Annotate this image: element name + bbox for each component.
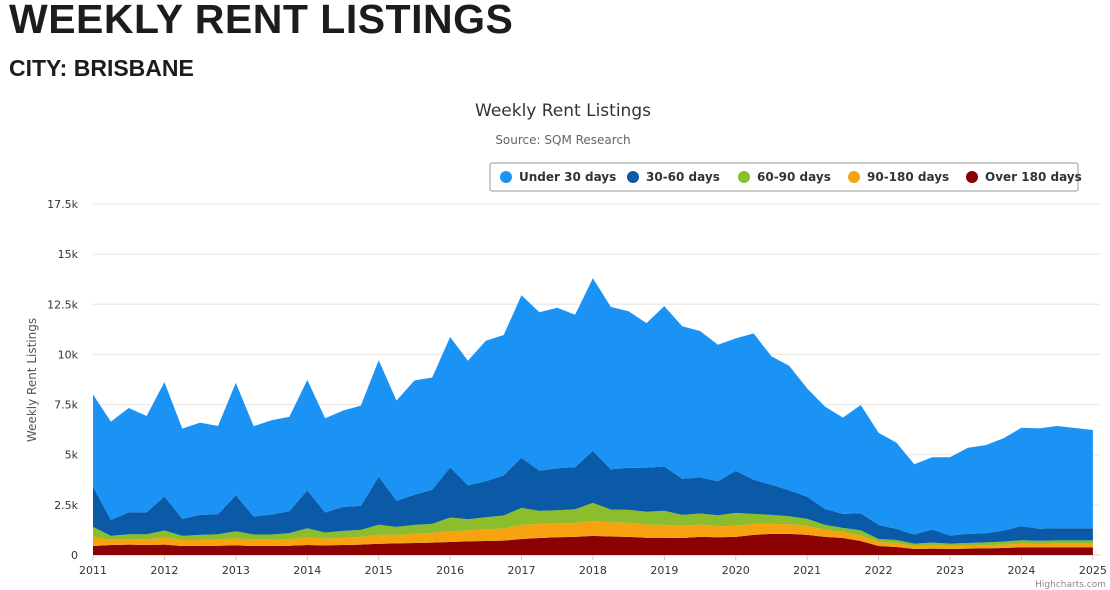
y-tick-label: 7.5k <box>54 399 78 412</box>
x-tick-label: 2025 <box>1079 564 1107 577</box>
x-tick-label: 2023 <box>936 564 964 577</box>
chart-legend[interactable]: Under 30 days 30-60 days 60-90 days 90-180 … <box>489 162 1082 192</box>
legend-symbol <box>966 171 978 183</box>
legend-label: 30-60 days <box>646 170 720 184</box>
x-tick-label: 2012 <box>150 564 178 577</box>
legend-symbol <box>627 171 639 183</box>
series-area-2[interactable] <box>93 502 1093 546</box>
series-area-4[interactable] <box>93 533 1093 555</box>
legend-item[interactable]: Under 30 days <box>500 170 616 184</box>
y-tick-label: 5k <box>65 449 79 462</box>
legend-label: Under 30 days <box>519 170 616 184</box>
x-tick-label: 2017 <box>508 564 536 577</box>
x-tick-label: 2021 <box>793 564 821 577</box>
legend-item[interactable]: 90-180 days <box>848 170 949 184</box>
legend-symbol <box>848 171 860 183</box>
y-tick-label: 12.5k <box>47 298 78 311</box>
y-axis-ticks: 0 2.5k 5k 7.5k 10k 12.5k 15k 17.5k <box>47 198 78 562</box>
y-tick-label: 0 <box>71 549 78 562</box>
y-tick-label: 17.5k <box>47 198 78 211</box>
x-tick-label: 2013 <box>222 564 250 577</box>
y-tick-label: 15k <box>58 248 79 261</box>
series-area-0[interactable] <box>93 278 1093 536</box>
x-tick-label: 2018 <box>579 564 607 577</box>
page-heading: WEEKLY RENT LISTINGS <box>9 0 514 42</box>
legend-label: Over 180 days <box>985 170 1082 184</box>
page-subheading: CITY: BRISBANE <box>9 55 194 81</box>
y-axis-label: Weekly Rent Listings <box>25 318 39 442</box>
x-tick-label: 2024 <box>1007 564 1035 577</box>
chart-title: Weekly Rent Listings <box>475 101 651 121</box>
x-tick-label: 2022 <box>865 564 893 577</box>
plot-areas <box>93 278 1093 555</box>
legend-item[interactable]: 30-60 days <box>627 170 720 184</box>
x-tick-label: 2014 <box>293 564 321 577</box>
legend-symbol <box>500 171 512 183</box>
credits-link[interactable]: Highcharts.com <box>1035 580 1106 590</box>
x-axis-ticks: 2011 2012 2013 2014 2015 2016 2017 2018 2019 2020… <box>79 555 1107 577</box>
chart-subtitle: Source: SQM Research <box>495 133 630 147</box>
legend-item[interactable]: Over 180 days <box>966 170 1082 184</box>
legend-box <box>489 162 1079 192</box>
x-tick-label: 2020 <box>722 564 750 577</box>
x-tick-label: 2019 <box>650 564 678 577</box>
legend-label: 90-180 days <box>867 170 949 184</box>
y-tick-label: 2.5k <box>54 499 78 512</box>
legend-label: 60-90 days <box>757 170 831 184</box>
x-tick-label: 2015 <box>365 564 393 577</box>
series-area-3[interactable] <box>93 520 1093 549</box>
legend-symbol <box>738 171 750 183</box>
x-tick-label: 2016 <box>436 564 464 577</box>
series-area-1[interactable] <box>93 450 1093 544</box>
x-tick-label: 2011 <box>79 564 107 577</box>
y-tick-label: 10k <box>58 348 79 361</box>
legend-item[interactable]: 60-90 days <box>738 170 831 184</box>
